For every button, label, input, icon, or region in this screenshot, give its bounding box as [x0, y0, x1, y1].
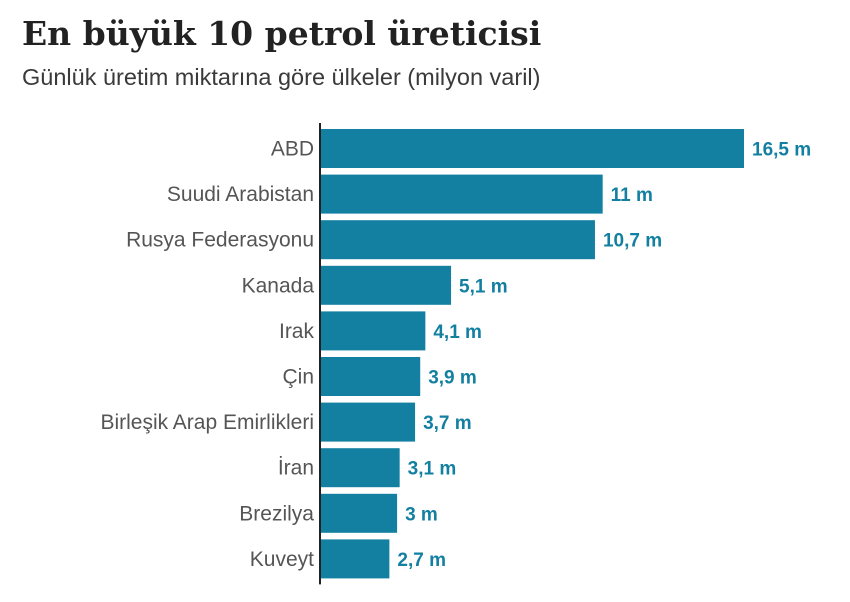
bar-7 [320, 448, 400, 488]
bar-6 [320, 402, 416, 442]
bar-9 [320, 539, 390, 579]
value-label: 3 m [405, 504, 438, 525]
category-label: Birleşik Arap Emirlikleri [100, 411, 314, 434]
bar-0 [320, 129, 744, 168]
category-labels-group: ABD Suudi Arabistan Rusya Federasyonu Kanad… [100, 138, 314, 571]
bars-group [320, 129, 744, 579]
value-label: 10,7 m [603, 231, 662, 252]
bar-2 [320, 220, 595, 260]
value-label: 3,7 m [423, 413, 472, 434]
category-label: Kuveyt [250, 548, 314, 571]
category-label: Suudi Arabistan [167, 183, 314, 206]
category-label: Brezilya [239, 502, 314, 525]
category-label: Rusya Federasyonu [126, 229, 314, 252]
bar-5 [320, 357, 421, 396]
category-label: Çin [282, 366, 314, 389]
value-label: 4,1 m [433, 322, 482, 343]
chart-title: En büyük 10 petrol üreticisi [22, 14, 542, 53]
value-label: 11 m [611, 185, 653, 206]
bar-1 [320, 174, 603, 214]
bar-8 [320, 493, 398, 533]
bar-4 [320, 311, 426, 351]
category-label: Irak [279, 320, 315, 343]
chart-subtitle: Günlük üretim miktarına göre ülkeler (mi… [22, 64, 541, 90]
category-label: ABD [271, 138, 314, 161]
value-label: 3,9 m [428, 368, 477, 389]
value-label: 16,5 m [752, 140, 811, 161]
value-label: 3,1 m [408, 459, 457, 480]
value-label: 2,7 m [397, 550, 446, 571]
bar-3 [320, 265, 452, 305]
category-label: İran [278, 457, 314, 480]
category-label: Kanada [242, 274, 315, 297]
value-labels-group: 16,5 m 11 m 10,7 m 5,1 m 4,1 m 3,9 m 3,7 m 3,1 … [397, 140, 811, 571]
value-label: 5,1 m [459, 276, 508, 297]
